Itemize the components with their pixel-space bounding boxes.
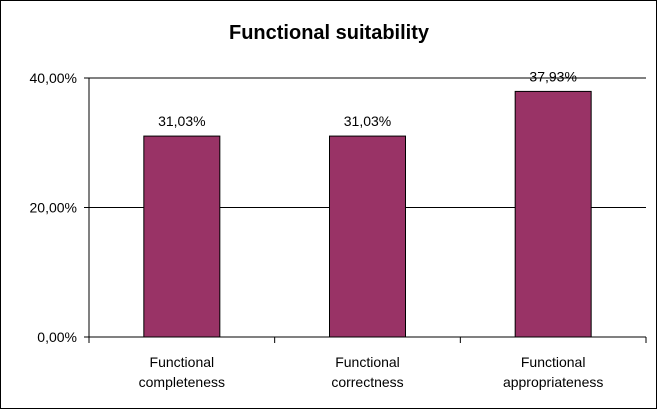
category-label-line: correctness [331, 374, 403, 390]
y-tick-labels: 0,00% 20,00% 40,00% [30, 70, 77, 345]
bar [143, 135, 221, 338]
data-label: 31,03% [344, 113, 391, 129]
category-label-line: completeness [139, 374, 225, 390]
category-label-line: Functional [335, 354, 400, 370]
bars [143, 90, 592, 338]
data-label: 37,93% [529, 68, 576, 84]
category-label: Functional appropriateness [503, 354, 603, 390]
bar [514, 90, 592, 338]
y-tick-label: 0,00% [37, 329, 77, 345]
data-label: 31,03% [158, 113, 205, 129]
category-label: Functional completeness [139, 354, 225, 390]
bar [329, 135, 406, 338]
chart-title: Functional suitability [229, 22, 430, 44]
y-tick-label: 20,00% [30, 200, 77, 216]
category-label-line: appropriateness [503, 374, 603, 390]
category-label: Functional correctness [331, 354, 403, 390]
category-label-line: Functional [150, 354, 215, 370]
data-labels: 31,03% 31,03% 37,93% [158, 68, 577, 129]
category-labels: Functional completeness Functional correctn… [139, 354, 604, 390]
category-label-line: Functional [521, 354, 586, 370]
y-tick-label: 40,00% [30, 70, 77, 86]
axes [84, 77, 647, 343]
